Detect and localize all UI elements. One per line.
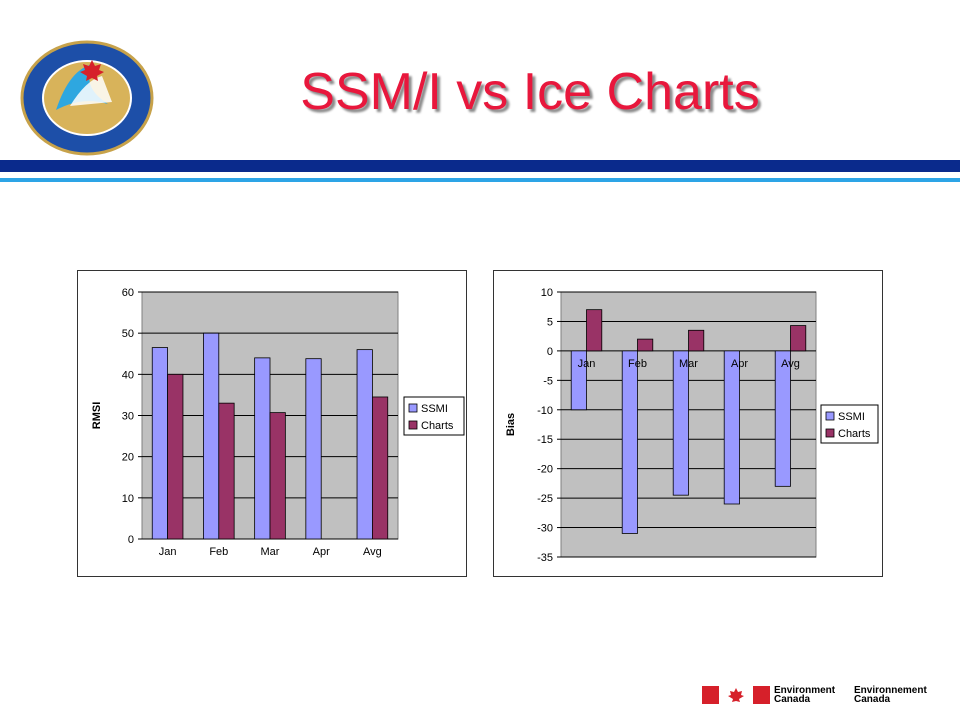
legend-label-ssmi: SSMI: [421, 403, 448, 415]
legend-label-charts: Charts: [421, 420, 454, 432]
y-tick-label: -15: [537, 434, 553, 446]
x-tick-label: Mar: [679, 358, 698, 370]
footer-fr-line1: Environnement: [854, 685, 927, 696]
footer-en-line2: Canada: [774, 694, 811, 705]
x-tick-label: Feb: [628, 358, 647, 370]
bar-ssmi: [254, 357, 271, 540]
y-axis-label: Bias: [505, 413, 517, 436]
bar-ssmi: [356, 349, 373, 540]
footer-en-line1: Environment: [774, 685, 836, 696]
x-tick-label: Avg: [781, 358, 800, 370]
y-tick-label: -25: [537, 493, 553, 505]
y-axis-label: RMSI: [91, 402, 103, 430]
bias-chart: -35 -30 -25 -20 -15 -10 -5 0 5 10 Jan Feb Mar Apr Avg B…: [493, 270, 883, 577]
x-tick-label: Apr: [313, 546, 330, 558]
y-tick-label: 0: [128, 534, 134, 546]
legend-swatch-ssmi: [408, 403, 418, 413]
x-tick-label: Avg: [363, 546, 382, 558]
bar-charts: [269, 412, 286, 540]
legend-swatch-charts: [408, 420, 418, 430]
bar-ssmi: [774, 350, 791, 487]
y-tick-label: -30: [537, 523, 553, 535]
bar-ssmi: [305, 358, 322, 540]
header-divider-dark: [0, 160, 960, 172]
footer-fr-line2: Canada: [854, 694, 891, 705]
x-tick-label: Mar: [261, 546, 280, 558]
bar-charts: [218, 402, 235, 540]
y-tick-label: -10: [537, 405, 553, 417]
y-tick-label: 10: [541, 287, 553, 299]
y-tick-label: 30: [122, 411, 134, 423]
bar-ssmi: [151, 347, 168, 540]
legend-swatch-charts: [825, 428, 835, 438]
bar-ssmi: [672, 350, 689, 496]
bar-charts: [790, 325, 807, 352]
y-tick-label: 10: [122, 493, 134, 505]
y-tick-label: 60: [122, 287, 134, 299]
bar-ssmi: [570, 350, 587, 411]
x-tick-label: Jan: [578, 358, 596, 370]
bar-charts: [688, 329, 705, 352]
footer-french: Environnement Canada: [854, 685, 927, 705]
y-tick-label: 5: [547, 316, 553, 328]
x-tick-label: Apr: [731, 358, 748, 370]
government-footer: Environment Canada Environnement Canada: [702, 686, 942, 706]
y-tick-label: -20: [537, 464, 553, 476]
canada-flag-icon: [702, 686, 770, 704]
bar-charts: [371, 396, 389, 540]
bar-charts: [167, 373, 184, 540]
bias-chart-svg: -35 -30 -25 -20 -15 -10 -5 0 5 10 Jan Feb Mar Apr Avg B…: [505, 287, 879, 564]
footer-english: Environment Canada: [774, 685, 836, 705]
rmsi-chart-svg: 0 10 20 30 40 50 60 Jan Feb Mar Apr Avg RMSI SSMI Char…: [91, 287, 465, 558]
rmsi-chart: 0 10 20 30 40 50 60 Jan Feb Mar Apr Avg RMSI SSMI Char…: [77, 270, 467, 577]
legend-label-charts: Charts: [838, 428, 871, 440]
header-divider-light: [0, 178, 960, 182]
legend-swatch-ssmi: [825, 411, 835, 421]
bar-ssmi: [723, 350, 740, 505]
x-tick-label: Jan: [159, 546, 177, 558]
slide-title: SSM/I vs Ice Charts: [300, 63, 760, 121]
y-tick-label: 50: [122, 328, 134, 340]
y-tick-label: 0: [547, 346, 553, 358]
bar-ssmi: [203, 332, 220, 540]
bar-charts: [586, 309, 603, 352]
y-tick-label: 40: [122, 369, 134, 381]
canadian-ice-service-logo: [20, 40, 154, 156]
bar-ssmi: [621, 350, 638, 534]
y-tick-label: -35: [537, 552, 553, 564]
y-tick-label: -5: [543, 375, 553, 387]
y-tick-label: 20: [122, 452, 134, 464]
x-tick-label: Feb: [209, 546, 228, 558]
bar-charts: [637, 338, 654, 352]
legend-label-ssmi: SSMI: [838, 411, 865, 423]
